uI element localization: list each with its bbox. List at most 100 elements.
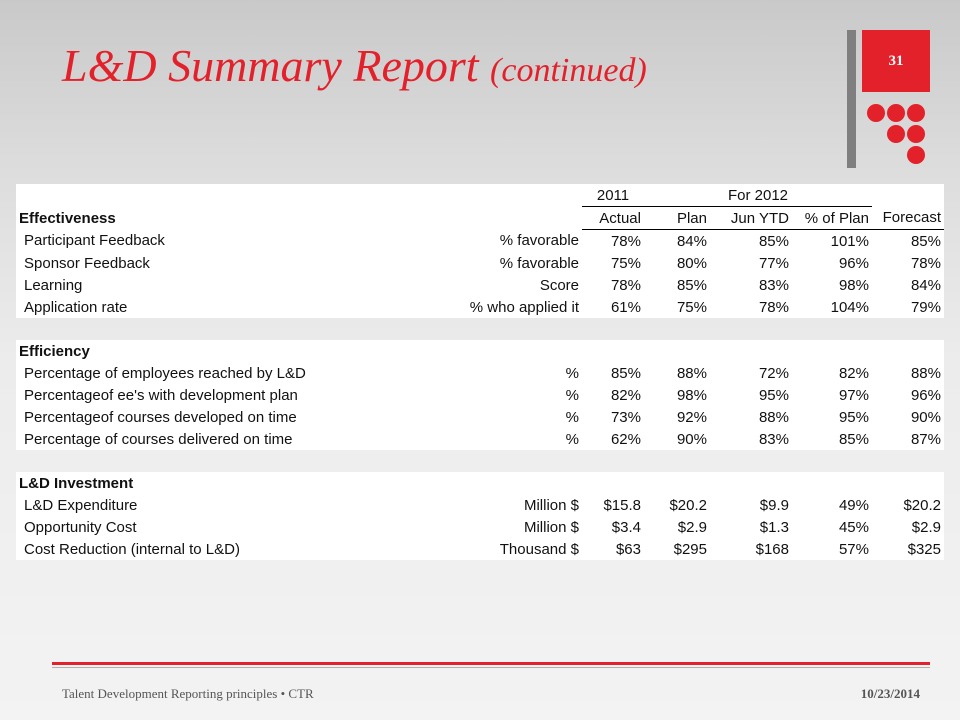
row-label: Participant Feedback xyxy=(16,229,436,252)
row-value: 98% xyxy=(792,274,872,296)
section-title: Effectiveness xyxy=(16,206,436,230)
row-label: L&D Expenditure xyxy=(16,494,436,516)
footer-rule xyxy=(52,662,930,665)
page-number: 31 xyxy=(888,52,904,69)
row-value: 90% xyxy=(872,406,944,428)
section-gap xyxy=(16,318,944,340)
empty-cell xyxy=(436,340,582,362)
row-value: 85% xyxy=(792,428,872,450)
row-unit: % xyxy=(436,362,582,384)
row-unit: % xyxy=(436,428,582,450)
row-label: Percentageof ee's with development plan xyxy=(16,384,436,406)
row-value: 101% xyxy=(792,229,872,252)
row-value: 85% xyxy=(644,274,710,296)
row-value: $295 xyxy=(644,538,710,560)
logo-dot xyxy=(907,146,925,164)
header-row-years: 2011 For 2012 xyxy=(16,184,944,207)
row-value: 98% xyxy=(644,384,710,406)
row-unit: Million $ xyxy=(436,516,582,538)
row-value: 72% xyxy=(710,362,792,384)
column-header: Actual xyxy=(582,206,644,230)
summary-table-container: 2011 For 2012 Effectiveness Actual Plan Jun… xyxy=(16,184,944,560)
row-value: 95% xyxy=(792,406,872,428)
row-label: Sponsor Feedback xyxy=(16,252,436,274)
row-label: Learning xyxy=(16,274,436,296)
empty-cell xyxy=(792,472,872,494)
table-row: Sponsor Feedback% favorable 75% 80% 77% 96% 7… xyxy=(16,252,944,274)
logo-dot xyxy=(867,104,885,122)
empty-cell xyxy=(872,472,944,494)
column-header: Plan xyxy=(644,206,710,230)
footer-rule-thin xyxy=(52,667,930,668)
logo-dot xyxy=(887,125,905,143)
row-value: 75% xyxy=(644,296,710,318)
row-value: 87% xyxy=(872,428,944,450)
empty-cell xyxy=(644,472,710,494)
section-title: L&D Investment xyxy=(16,472,436,494)
empty-cell xyxy=(582,340,644,362)
page-number-badge: 31 xyxy=(862,30,930,92)
row-value: $2.9 xyxy=(644,516,710,538)
row-unit: Score xyxy=(436,274,582,296)
row-value: 88% xyxy=(644,362,710,384)
row-value: 75% xyxy=(582,252,644,274)
row-value: 78% xyxy=(710,296,792,318)
row-unit: % who applied it xyxy=(436,296,582,318)
column-header: % of Plan xyxy=(792,206,872,230)
decorative-vertical-bar xyxy=(847,30,856,168)
row-value: 62% xyxy=(582,428,644,450)
row-value: 85% xyxy=(710,229,792,252)
row-value: $20.2 xyxy=(644,494,710,516)
row-value: $9.9 xyxy=(710,494,792,516)
logo-dot xyxy=(887,104,905,122)
row-value: 78% xyxy=(582,274,644,296)
row-unit: % favorable xyxy=(436,229,582,252)
header-for-2012: For 2012 xyxy=(644,184,872,207)
title-suffix: (continued) xyxy=(490,52,647,89)
column-header: Forecast xyxy=(872,206,944,230)
row-value: 95% xyxy=(710,384,792,406)
row-value: 82% xyxy=(792,362,872,384)
row-value: 77% xyxy=(710,252,792,274)
gap-cell xyxy=(16,450,944,472)
row-value: 45% xyxy=(792,516,872,538)
table-row: Participant Feedback% favorable 78% 84% 85%… xyxy=(16,229,944,252)
row-value: 83% xyxy=(710,428,792,450)
row-value: 57% xyxy=(792,538,872,560)
table-row: Application rate% who applied it 61% 75% 78… xyxy=(16,296,944,318)
row-value: 85% xyxy=(872,229,944,252)
row-value: 78% xyxy=(872,252,944,274)
row-value: 73% xyxy=(582,406,644,428)
row-value: 80% xyxy=(644,252,710,274)
row-value: 82% xyxy=(582,384,644,406)
row-label: Percentageof courses developed on time xyxy=(16,406,436,428)
empty-cell xyxy=(436,206,582,230)
empty-cell xyxy=(710,340,792,362)
row-value: $1.3 xyxy=(710,516,792,538)
table-row: Percentageof ee's with development plan%… xyxy=(16,384,944,406)
footer-left: Talent Development Reporting principles … xyxy=(62,686,314,701)
footer-date: 10/23/2014 xyxy=(860,686,920,701)
table-row: L&D Expenditure Million $ $15.8 $20.2 $9.9 49… xyxy=(16,494,944,516)
row-value: $325 xyxy=(872,538,944,560)
row-value: $15.8 xyxy=(582,494,644,516)
section-gap xyxy=(16,450,944,472)
row-value: 85% xyxy=(582,362,644,384)
gap-cell xyxy=(16,318,944,340)
column-header: Jun YTD xyxy=(710,206,792,230)
row-value: 78% xyxy=(582,229,644,252)
row-value: 61% xyxy=(582,296,644,318)
table-row: Percentage of employees reached by L&D% 8… xyxy=(16,362,944,384)
row-label: Percentage of employees reached by L&D xyxy=(16,362,436,384)
table-row: Percentage of courses delivered on time%… xyxy=(16,428,944,450)
section-header-row: Efficiency xyxy=(16,340,944,362)
empty-cell xyxy=(644,340,710,362)
empty-cell xyxy=(792,340,872,362)
row-label: Percentage of courses delivered on time xyxy=(16,428,436,450)
slide-title: L&D Summary Report (continued) xyxy=(62,38,647,99)
row-value: 90% xyxy=(644,428,710,450)
row-value: 96% xyxy=(872,384,944,406)
row-value: 104% xyxy=(792,296,872,318)
summary-table: 2011 For 2012 Effectiveness Actual Plan Jun… xyxy=(16,184,944,560)
empty-cell xyxy=(872,340,944,362)
